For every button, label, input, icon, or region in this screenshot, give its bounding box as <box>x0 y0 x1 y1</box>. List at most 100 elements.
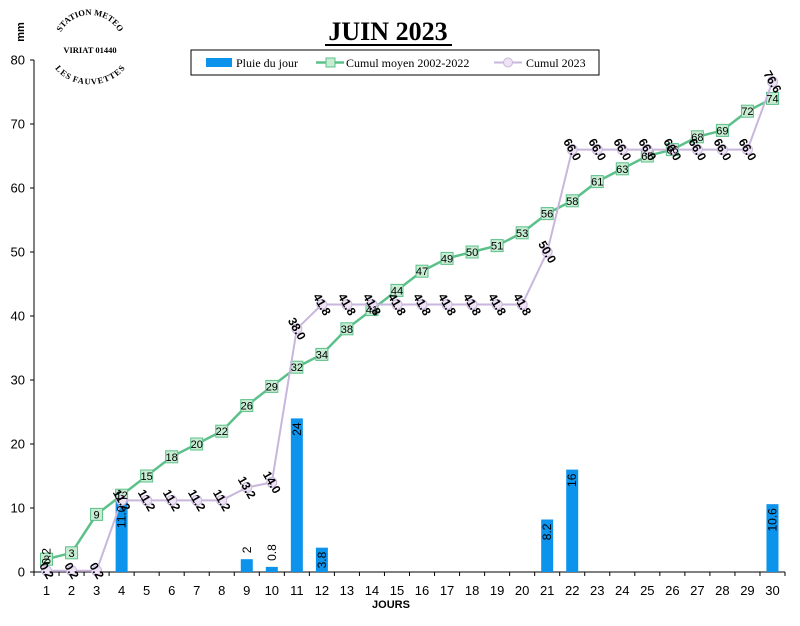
cumul-2023-marker <box>216 494 228 506</box>
average-cumul-marker <box>65 546 79 560</box>
x-tick-label: 10 <box>265 583 279 598</box>
x-tick-label: 13 <box>340 583 354 598</box>
y-axis-label: mm <box>15 22 27 42</box>
cumul-2023-marker <box>66 565 78 577</box>
cumul-2023-marker <box>366 298 378 310</box>
average-cumul-label: 49 <box>441 253 453 265</box>
average-cumul-marker <box>740 104 754 118</box>
average-cumul-label: 3 <box>68 548 74 560</box>
y-axis-ticks: 0 10 20 30 40 50 60 70 80 <box>11 53 34 580</box>
rain-label: 8.2 <box>540 523 554 540</box>
rain-bar <box>766 504 779 572</box>
cumul-2023-label: 14.0 <box>260 469 284 497</box>
average-cumul-label: 56 <box>541 209 553 221</box>
legend-box <box>190 49 600 76</box>
average-cumul-marker <box>40 552 54 566</box>
cumul-2023-marker <box>491 298 503 310</box>
x-tick-label: 25 <box>640 583 654 598</box>
x-tick-label: 15 <box>390 583 404 598</box>
cumul-2023-series <box>41 76 778 577</box>
x-tick-label: 14 <box>365 583 379 598</box>
average-cumul-labels: 2 3 9 12 15 18 20 22 26 29 32 34 38 41 44 47 49 50 51 53 56 5… <box>43 93 778 566</box>
average-cumul-marker <box>240 399 254 413</box>
rain-bar <box>315 547 328 572</box>
cumul-2023-label: 76.6 <box>761 68 785 96</box>
average-cumul-line <box>46 97 774 561</box>
average-cumul-label: 51 <box>491 241 503 253</box>
rain-label: 24 <box>290 422 304 436</box>
legend-bar-swatch <box>206 58 232 67</box>
rain-bar <box>240 559 253 572</box>
average-cumul-label: 50 <box>466 247 478 259</box>
average-cumul-marker <box>490 239 504 253</box>
cumul-2023-marker <box>166 494 178 506</box>
cumul-2023-label: 66.0 <box>560 136 584 164</box>
average-cumul-label: 20 <box>191 439 203 451</box>
rain-label: 16 <box>565 473 579 487</box>
rain-label: 0.2 <box>40 548 54 565</box>
x-axis-ticks: 1 2 3 4 5 6 7 8 9 10 11 12 13 14 15 16 17 18 19 20 21 22 23 24 2… <box>33 572 786 598</box>
average-cumul-marker <box>190 437 204 451</box>
cumul-2023-label: 0.2 <box>61 560 82 582</box>
y-tick-label: 20 <box>11 437 25 452</box>
y-tick-label: 80 <box>11 53 25 68</box>
x-tick-label: 23 <box>590 583 604 598</box>
cumul-2023-marker <box>566 144 578 156</box>
x-tick-label: 19 <box>490 583 504 598</box>
average-cumul-marker <box>540 207 554 221</box>
cumul-2023-marker <box>291 323 303 335</box>
x-tick-label: 17 <box>440 583 454 598</box>
average-cumul-label: 58 <box>566 196 578 208</box>
y-tick-label: 40 <box>11 309 25 324</box>
cumul-2023-marker <box>191 494 203 506</box>
rain-bar <box>265 566 278 572</box>
y-tick-label: 70 <box>11 117 25 132</box>
legend-marker-2023 <box>503 57 513 68</box>
average-cumul-label: 34 <box>316 349 328 361</box>
daily-rain-labels: 0.2 11.0 2 0.8 24 3.8 8.2 16 10.6 <box>40 422 780 568</box>
chart-title: JUIN 2023 <box>328 17 447 46</box>
x-tick-label: 20 <box>515 583 529 598</box>
stamp-bottom-text: LES FAUVETTES <box>53 63 126 87</box>
x-tick-label: 5 <box>143 583 150 598</box>
average-cumul-label: 22 <box>216 426 228 438</box>
cumul-2023-marker <box>616 144 628 156</box>
average-cumul-marker <box>690 130 704 144</box>
cumul-2023-marker <box>666 144 678 156</box>
average-cumul-label: 63 <box>616 164 628 176</box>
x-tick-label: 4 <box>118 583 125 598</box>
average-cumul-label: 38 <box>341 324 353 336</box>
average-cumul-label: 44 <box>391 285 403 297</box>
legend-label-average-cumul: Cumul moyen 2002-2022 <box>346 56 469 70</box>
cumul-2023-marker <box>766 76 778 88</box>
x-tick-label: 1 <box>43 583 50 598</box>
rain-bar <box>290 418 303 572</box>
cumul-2023-marker <box>341 298 353 310</box>
x-tick-label: 26 <box>665 583 679 598</box>
average-cumul-marker <box>215 424 229 438</box>
average-cumul-marker <box>565 194 579 208</box>
cumul-2023-label: 13.2 <box>235 474 259 502</box>
average-cumul-label: 61 <box>591 177 603 189</box>
x-tick-label: 11 <box>290 583 304 598</box>
cumul-2023-marker <box>241 482 253 494</box>
x-tick-label: 18 <box>465 583 479 598</box>
cumul-2023-marker <box>391 298 403 310</box>
average-cumul-marker <box>615 162 629 176</box>
rain-label: 2 <box>240 546 254 553</box>
cumul-2023-line <box>46 81 774 572</box>
cumul-2023-marker <box>141 494 153 506</box>
x-tick-label: 3 <box>93 583 100 598</box>
x-tick-label: 21 <box>540 583 554 598</box>
x-tick-label: 28 <box>715 583 729 598</box>
average-cumul-marker <box>315 347 329 361</box>
x-tick-label: 30 <box>765 583 779 598</box>
average-cumul-marker <box>515 226 529 240</box>
average-cumul-marker <box>90 507 104 521</box>
cumul-2023-marker <box>116 494 128 506</box>
y-tick-label: 0 <box>18 565 25 580</box>
rain-label: 0.8 <box>265 544 279 561</box>
x-tick-label: 2 <box>68 583 75 598</box>
cumul-2023-marker <box>266 476 278 488</box>
